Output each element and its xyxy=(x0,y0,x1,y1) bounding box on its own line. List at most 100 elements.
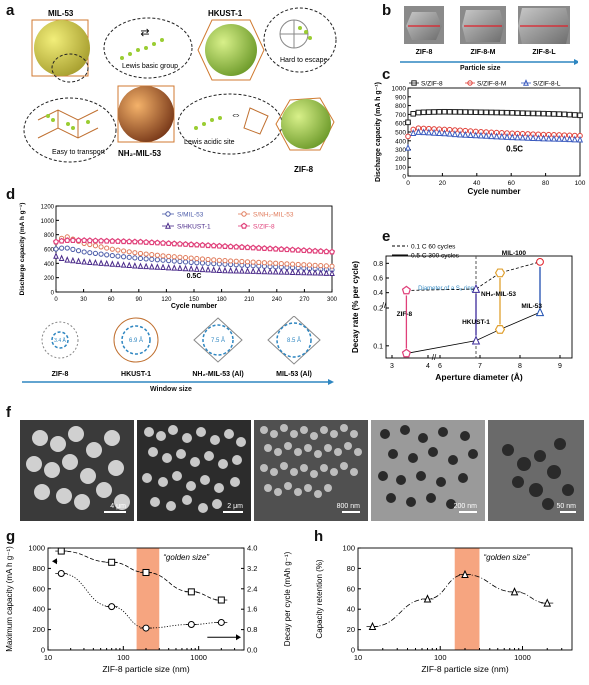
scalebar-3 xyxy=(342,511,360,513)
easy-transport-bubble xyxy=(23,97,117,163)
chart-c: 0 20 40 60 80 1000100200300400500600700800900… xyxy=(375,79,586,196)
label-nh2mil53: NH₂-MIL-53 xyxy=(481,291,516,298)
series-0-point xyxy=(188,259,194,265)
y-axis-label: Discharge capacity (mA h g⁻¹) xyxy=(375,82,382,182)
series-1-point xyxy=(108,603,116,611)
series-2-point xyxy=(182,264,189,272)
series-2-point xyxy=(571,135,578,143)
legend-label-1: 0.5 C 300 cycles xyxy=(411,253,460,260)
series-0-point xyxy=(194,260,200,266)
series-0-point xyxy=(423,594,432,603)
hkust1-octahedron-outline xyxy=(197,19,265,81)
series-2-point xyxy=(216,266,223,273)
series-3-point xyxy=(244,244,251,251)
series-1-point xyxy=(401,348,411,358)
series-2-point xyxy=(120,261,127,268)
x-axis-label: Aperture diameter (Å) xyxy=(435,372,523,382)
series-3-point xyxy=(266,245,274,252)
hkust1-label: HKUST-1 xyxy=(208,9,243,18)
legend-marker-0 xyxy=(165,211,171,217)
window-size-axis-label: Window size xyxy=(150,386,192,393)
series-2-point xyxy=(222,266,228,274)
golden-size-annotation: “golden size” xyxy=(163,553,209,562)
plot-frame xyxy=(385,255,573,359)
series-2-point xyxy=(556,134,563,142)
series-3-point xyxy=(52,238,60,245)
series-1-point xyxy=(120,248,127,254)
series-2-point xyxy=(53,252,59,259)
series-2-point xyxy=(171,264,178,271)
panel-h-letter: h xyxy=(314,528,324,545)
right-axis-pointer-arrowhead xyxy=(236,634,241,641)
label-zif8: ZIF-8 xyxy=(397,311,413,318)
series-3-point xyxy=(233,243,240,250)
scalebar-1 xyxy=(104,511,126,513)
legend-label-2: S/ZIF-8-L xyxy=(533,81,561,88)
series-2-point xyxy=(462,130,469,138)
y-tick-label: 0.8 xyxy=(373,261,383,268)
y-tick-label: 0 xyxy=(351,646,355,655)
series-1-point xyxy=(244,259,251,265)
series-2-point xyxy=(233,267,240,274)
series-0-point xyxy=(415,109,422,116)
x-axis-label: Cycle number xyxy=(171,303,218,310)
series-0-point xyxy=(431,109,437,115)
zif8-label: ZIF-8 xyxy=(294,165,314,174)
series-2-point xyxy=(410,129,417,136)
series-1-point xyxy=(306,262,313,268)
x-tick-label: 210 xyxy=(244,297,255,303)
zif8-cage-drawing xyxy=(279,19,309,49)
x-tick-label: 100 xyxy=(117,653,130,662)
series-2-point xyxy=(188,265,195,272)
series-0-point xyxy=(109,252,115,259)
series-0-point xyxy=(405,119,411,126)
series-1-point xyxy=(182,255,189,261)
series-3-point xyxy=(216,242,223,249)
series-1-point xyxy=(57,570,65,577)
y-tick-label: 20 xyxy=(347,625,355,634)
series-1-point xyxy=(92,243,99,249)
series-2-point xyxy=(193,265,200,272)
series-2-point xyxy=(425,128,432,136)
series-2-point xyxy=(576,135,584,143)
micrograph-1-particles xyxy=(26,426,130,510)
series-2-point xyxy=(86,258,93,265)
series-2-point xyxy=(306,268,313,276)
y-tick-label: 100 xyxy=(395,165,406,172)
series-2-point xyxy=(404,143,412,151)
series-2-point xyxy=(451,130,458,138)
series-1-point xyxy=(98,244,104,250)
y-tick-label: 0 xyxy=(41,646,45,655)
scale-label-2: 2 μm xyxy=(227,503,243,510)
series-2-point xyxy=(312,269,318,276)
window-size-zif8: 3.4 Å xyxy=(54,337,66,344)
series-0-point xyxy=(543,598,552,607)
series-2-point xyxy=(535,134,542,142)
series-2-point xyxy=(227,266,234,274)
series-3-point xyxy=(114,238,122,244)
y-tick-label: 400 xyxy=(44,262,55,268)
series-1-point xyxy=(154,252,160,258)
series-0-point xyxy=(420,109,427,116)
x-tick-label: 150 xyxy=(189,297,200,303)
series-3-point xyxy=(306,247,313,254)
y-axis-label: Capacity retention (%) xyxy=(315,559,324,638)
panel-c-letter: c xyxy=(382,66,391,83)
series-2-point xyxy=(92,258,99,266)
series-2-point xyxy=(137,262,144,269)
series-3-point xyxy=(109,237,116,244)
series-1-point xyxy=(284,261,290,267)
basic-interaction-arrow-icon: ⇄ xyxy=(140,27,149,39)
x-tick-label: 1000 xyxy=(190,653,207,662)
series-3-point xyxy=(300,247,307,254)
x-tick-label: 0 xyxy=(406,180,410,187)
series-1-point xyxy=(250,259,256,265)
legend-label-2: S/HKUST-1 xyxy=(177,224,211,231)
series-1-point xyxy=(222,258,228,264)
x-tick-label: 120 xyxy=(161,297,172,303)
chart-d: 0 30 60 90 120 150 180 210 240 270 300 0 200 400 600 80… xyxy=(19,203,338,310)
label-mil100: MIL-100 xyxy=(502,250,527,257)
series-2-point xyxy=(126,261,133,269)
x-tick-label: 180 xyxy=(217,297,228,303)
